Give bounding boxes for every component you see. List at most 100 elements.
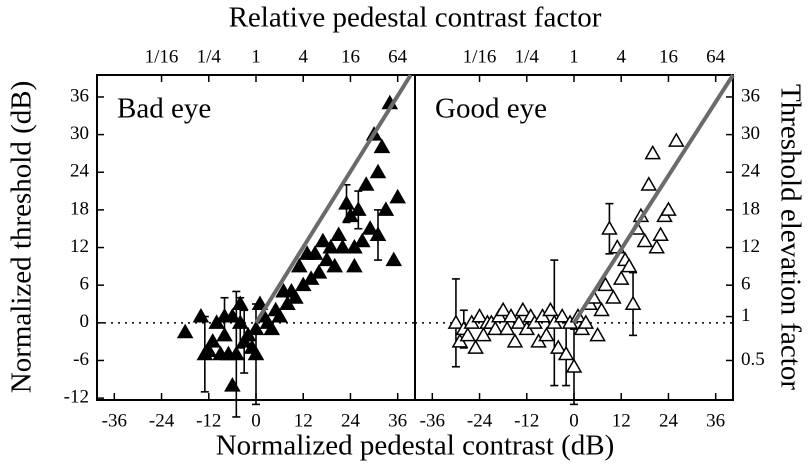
y-tick-label: 24 (70, 161, 90, 182)
marker (361, 220, 379, 235)
x-tick-label: 0 (251, 410, 261, 431)
x2-tick-label: 1/16 (145, 46, 179, 67)
x2-tick-label: 1/4 (515, 46, 540, 67)
y-tick-label: -12 (64, 386, 89, 407)
y2-tick-label: 36 (741, 85, 760, 106)
marker (192, 308, 210, 323)
x-tick-label: 24 (659, 410, 679, 431)
marker (589, 326, 606, 342)
x-tick-label: 36 (706, 410, 725, 431)
marker (593, 301, 610, 317)
marker (176, 323, 194, 339)
marker (475, 326, 492, 342)
marker (549, 339, 567, 354)
marker (644, 144, 662, 160)
marker (310, 264, 328, 279)
marker (601, 220, 618, 235)
marker (263, 320, 281, 336)
x-axis-label: Normalized pedestal contrast (dB) (216, 430, 615, 462)
marker (605, 289, 622, 304)
marker (271, 308, 288, 323)
marker (224, 377, 241, 392)
panel-label: Good eye (435, 93, 547, 125)
marker (224, 308, 241, 323)
marker (247, 320, 265, 336)
marker (334, 239, 351, 254)
marker (346, 257, 363, 273)
x-tick-label: 0 (569, 410, 579, 431)
y-axis-label: Normalized threshold (dB) (6, 81, 38, 393)
x2-tick-label: 1/4 (197, 46, 222, 67)
x-tick-label: -24 (149, 410, 175, 431)
x2-tick-label: 4 (298, 46, 308, 67)
x2-tick-label: 4 (616, 46, 626, 67)
marker (502, 308, 520, 323)
marker (447, 314, 465, 329)
top-axis-label: Relative pedestal contrast factor (229, 2, 602, 34)
x-tick-label: -36 (420, 410, 445, 431)
x-tick-label: 12 (612, 410, 631, 431)
y2-tick-label: 18 (741, 198, 760, 219)
y2-tick-label: 1 (741, 305, 751, 326)
y-tick-label: 0 (80, 311, 90, 332)
x2-tick-label: 16 (659, 46, 678, 67)
marker (350, 201, 367, 216)
y2-tick-label: 24 (741, 161, 761, 182)
marker (287, 289, 304, 304)
marker (648, 239, 665, 254)
marker (624, 295, 642, 311)
marker (373, 138, 391, 154)
marker (306, 245, 324, 260)
marker (542, 301, 559, 317)
marker (290, 257, 308, 273)
marker (385, 251, 403, 267)
marker (640, 176, 658, 191)
y2-tick-label: 30 (741, 123, 760, 144)
marker (636, 232, 654, 248)
marker (369, 163, 387, 179)
marker (389, 188, 406, 204)
x2-tick-label: 1/16 (463, 46, 497, 67)
marker (612, 270, 630, 285)
marker (538, 326, 555, 342)
marker (377, 201, 395, 216)
marker (204, 333, 222, 348)
x2-tick-label: 16 (341, 46, 360, 67)
marker (668, 132, 685, 147)
marker (553, 308, 571, 323)
marker (510, 314, 528, 329)
y-tick-label: 12 (70, 236, 89, 257)
marker (338, 195, 355, 210)
marker (369, 226, 387, 241)
fit-line (254, 73, 413, 324)
marker (247, 345, 265, 361)
marker (251, 295, 269, 311)
marker (506, 333, 524, 348)
marker (459, 326, 477, 342)
marker (565, 358, 583, 373)
marker (514, 301, 532, 317)
marker (660, 201, 677, 216)
marker (467, 339, 484, 354)
marker (597, 276, 614, 292)
y2-axis-label: Threshold elevation factor (774, 84, 806, 390)
marker (330, 226, 347, 241)
x2-tick-label: 64 (388, 46, 408, 67)
y-tick-label: -6 (73, 349, 89, 370)
x2-tick-label: 64 (706, 46, 726, 67)
marker (318, 251, 336, 267)
y2-tick-label: 6 (741, 274, 751, 295)
y-tick-label: 18 (70, 198, 89, 219)
marker (231, 295, 249, 311)
marker (620, 257, 638, 273)
marker (577, 314, 595, 329)
x-tick-label: -12 (514, 410, 539, 431)
y2-tick-label: 12 (741, 236, 760, 257)
y2-tick-label: 0.5 (741, 349, 765, 370)
marker (486, 320, 504, 336)
x2-tick-label: 1 (251, 46, 261, 67)
x-tick-label: -12 (196, 410, 221, 431)
marker (353, 232, 371, 248)
marker (498, 320, 516, 336)
